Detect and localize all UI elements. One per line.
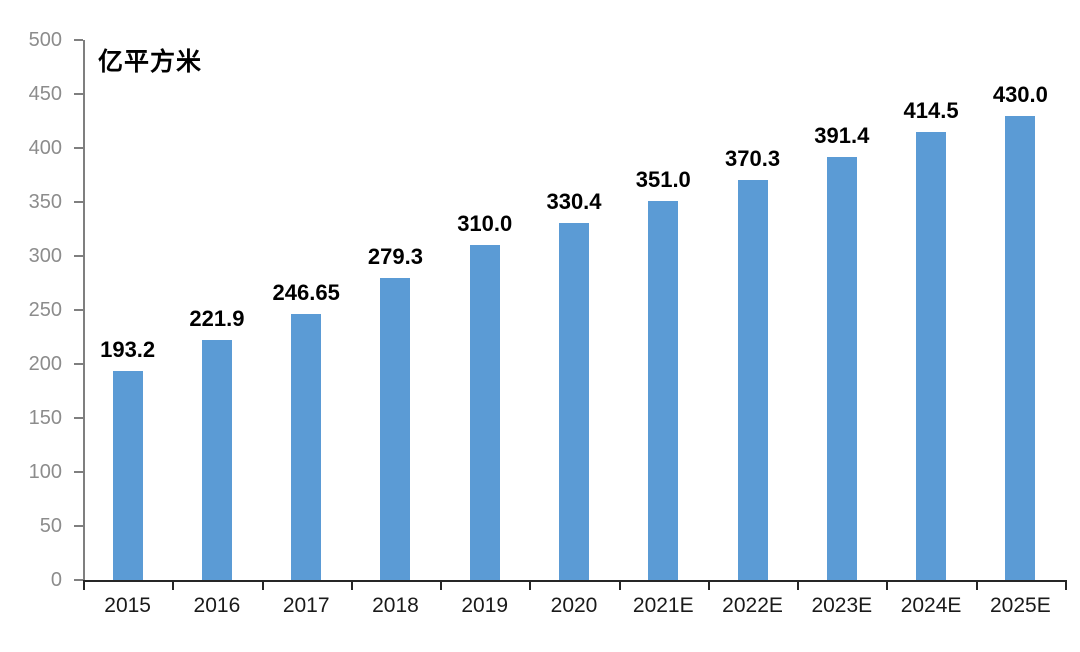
bar-value-label: 330.4	[546, 189, 602, 215]
x-category-label: 2022E	[722, 594, 783, 617]
x-category-label: 2024E	[900, 594, 962, 617]
y-tick-label: 100	[28, 461, 62, 483]
y-tick-label: 450	[28, 83, 62, 105]
bar	[1005, 115, 1036, 580]
x-axis-tick	[261, 582, 264, 590]
bar	[648, 200, 679, 580]
bar	[201, 340, 232, 580]
bar-value-label: 193.2	[100, 337, 156, 363]
x-axis-tick	[618, 582, 621, 590]
bar	[559, 223, 589, 580]
y-tick-label: 500	[28, 29, 62, 51]
x-axis-tick	[1065, 582, 1067, 590]
bar-value-label: 370.3	[725, 146, 781, 172]
x-category-label: 2019	[461, 594, 509, 617]
x-axis-tick	[350, 582, 353, 590]
y-tick-label: 50	[39, 515, 62, 537]
x-axis-tick	[172, 582, 175, 590]
x-category-label: 2016	[193, 594, 241, 617]
y-tick-label: 250	[28, 299, 62, 321]
y-axis-tick	[74, 147, 83, 149]
bar-value-label: 391.4	[814, 123, 870, 149]
x-axis-tick	[529, 582, 532, 590]
bar-value-label: 279.3	[367, 244, 423, 270]
y-axis-tick	[74, 39, 83, 41]
bar-value-label: 414.5	[903, 98, 959, 124]
chart-unit-label: 亿平方米	[98, 48, 203, 76]
y-axis-tick	[74, 579, 83, 581]
y-tick-label: 300	[28, 245, 62, 267]
y-axis-tick	[74, 309, 83, 311]
x-category-label: 2021E	[632, 594, 694, 617]
bar	[737, 180, 768, 580]
bar	[469, 245, 500, 580]
y-axis-tick	[74, 417, 83, 419]
bar-value-label: 310.0	[457, 211, 513, 237]
x-axis-tick	[886, 582, 889, 590]
x-axis-line	[83, 580, 1067, 582]
y-tick-label: 0	[50, 569, 62, 591]
x-axis-tick	[707, 582, 710, 590]
x-axis-tick	[975, 582, 978, 590]
y-tick-label: 200	[28, 353, 62, 375]
bar	[291, 313, 322, 580]
bar-value-label: 430.0	[992, 81, 1048, 107]
bar-value-label: 221.9	[189, 306, 245, 332]
bar-value-label: 246.65	[272, 279, 340, 305]
x-category-label: 2018	[372, 594, 419, 617]
x-category-label: 2015	[104, 594, 151, 617]
x-axis-tick	[440, 582, 443, 590]
y-axis-line	[83, 40, 85, 588]
y-axis-tick	[74, 255, 83, 257]
y-axis-tick	[74, 93, 83, 95]
bar	[112, 371, 143, 580]
y-axis-tick	[74, 471, 83, 473]
y-tick-label: 350	[28, 191, 62, 213]
y-tick-label: 150	[28, 407, 62, 429]
x-axis-tick	[83, 582, 85, 590]
y-tick-label: 400	[28, 137, 62, 159]
x-category-label: 2023E	[811, 594, 873, 617]
x-axis-tick	[797, 582, 800, 590]
bar-value-label: 351.0	[635, 166, 691, 192]
bar	[380, 278, 411, 580]
bar	[826, 157, 857, 580]
y-axis-tick	[74, 201, 83, 203]
x-category-label: 2017	[282, 594, 330, 617]
x-category-label: 2020	[550, 594, 598, 617]
x-category-label: 2025E	[989, 594, 1051, 617]
y-axis-tick	[74, 363, 83, 365]
y-axis-tick	[74, 525, 83, 527]
bar	[916, 132, 947, 580]
